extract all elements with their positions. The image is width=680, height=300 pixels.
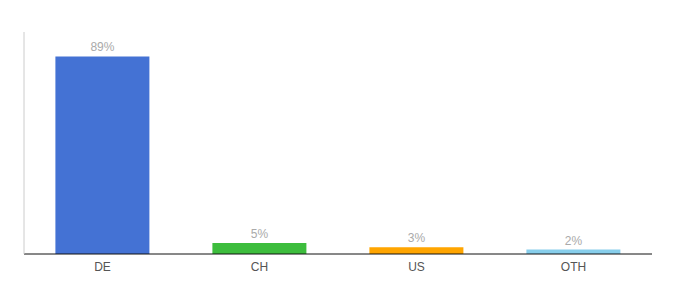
svg-text:CH: CH [251, 260, 268, 274]
svg-text:2%: 2% [565, 234, 583, 248]
svg-text:89%: 89% [90, 40, 114, 54]
svg-text:OTH: OTH [561, 260, 586, 274]
svg-text:US: US [408, 260, 425, 274]
svg-text:3%: 3% [408, 231, 426, 245]
svg-text:5%: 5% [251, 227, 269, 241]
svg-text:DE: DE [94, 260, 111, 274]
